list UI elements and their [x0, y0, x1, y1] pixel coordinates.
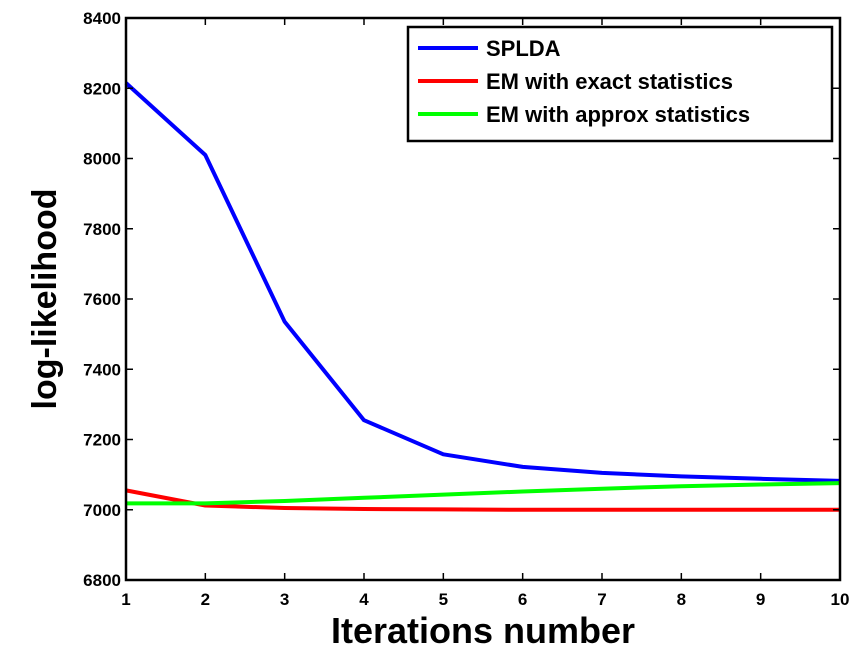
legend-label: EM with exact statistics: [486, 69, 733, 94]
y-axis-title: log-likelihood: [26, 189, 64, 410]
y-tick-label: 8000: [83, 150, 121, 169]
series-line-2: [125, 488, 840, 512]
x-tick-label: 4: [359, 590, 369, 609]
x-tick-label: 7: [597, 590, 606, 609]
legend: SPLDA EM with exact statistics EM with app…: [406, 25, 834, 143]
x-axis-title: Iterations number: [331, 610, 635, 647]
x-tick-label: 5: [439, 590, 448, 609]
x-tick-label: 6: [518, 590, 527, 609]
x-tick-label: 2: [201, 590, 210, 609]
legend-box: [406, 25, 834, 143]
y-tick-label: 6800: [83, 571, 121, 590]
y-tick-label: 7600: [83, 290, 121, 309]
y-tick-label: 8400: [83, 9, 121, 28]
ticks-layer: 1 2 3 4 5 6 7 8 9 10 6800 7000 7200 7400 7600 7800 8000 8…: [83, 9, 849, 609]
legend-label: SPLDA: [486, 36, 561, 61]
legend-label: EM with approx statistics: [486, 102, 750, 127]
x-tick-label: 9: [756, 590, 765, 609]
y-tick-label: 7400: [83, 360, 121, 379]
x-tick-label: 8: [677, 590, 686, 609]
y-tick-label: 7000: [83, 501, 121, 520]
x-tick-label: 1: [121, 590, 130, 609]
x-tick-label: 3: [280, 590, 289, 609]
series-line-3: [126, 481, 841, 506]
y-tick-label: 8200: [83, 79, 121, 98]
series-layer: [124, 81, 841, 512]
x-tick-label: 10: [831, 590, 850, 609]
y-tick-label: 7200: [83, 431, 121, 450]
y-tick-label: 7800: [83, 220, 121, 239]
series-line-1: [124, 81, 841, 483]
